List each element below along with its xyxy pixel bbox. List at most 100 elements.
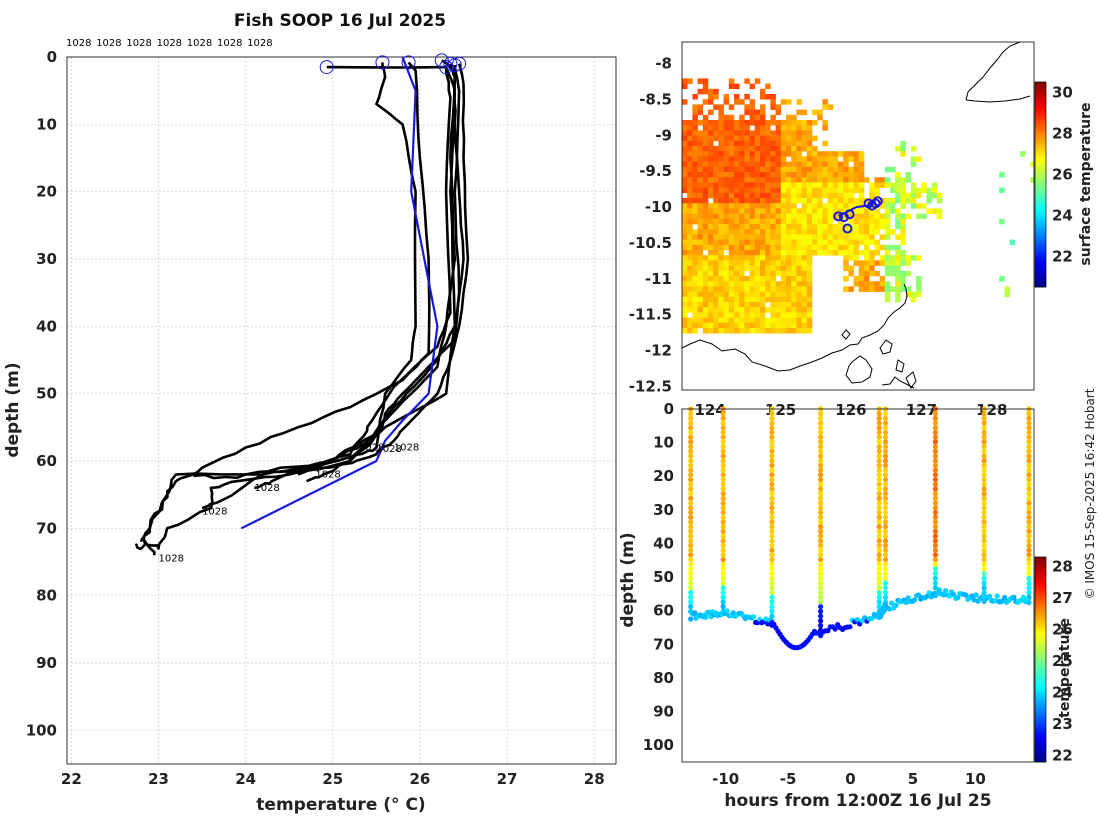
profile-x-tick-label: 25 bbox=[322, 770, 343, 788]
section-point bbox=[932, 528, 939, 535]
section-point bbox=[932, 448, 939, 454]
sst-cell bbox=[869, 218, 875, 225]
section-point bbox=[688, 599, 694, 605]
sst-cell bbox=[765, 120, 771, 126]
sst-cell bbox=[853, 229, 860, 235]
sst-cell bbox=[879, 281, 886, 287]
sst-cell bbox=[775, 255, 782, 261]
sst-cell bbox=[739, 328, 745, 334]
sst-cell bbox=[749, 307, 756, 313]
sst-cell bbox=[806, 135, 813, 142]
sst-cell bbox=[796, 276, 802, 282]
section-point bbox=[882, 411, 889, 417]
sst-cell bbox=[734, 250, 740, 256]
sst-cell bbox=[718, 130, 724, 136]
section-point bbox=[769, 547, 775, 553]
sst-cell bbox=[692, 146, 698, 152]
sst-cell bbox=[744, 286, 750, 292]
sst-cell bbox=[697, 109, 704, 116]
sst-cell bbox=[687, 135, 693, 142]
sst-cell bbox=[858, 187, 865, 194]
sst-cell bbox=[827, 239, 834, 246]
sst-cell bbox=[895, 265, 901, 272]
sst-cell bbox=[796, 135, 802, 142]
sst-cell bbox=[838, 239, 844, 246]
sst-cell bbox=[760, 260, 766, 266]
sst-cell bbox=[869, 255, 875, 261]
sst-cell bbox=[713, 296, 719, 303]
sst-cell bbox=[734, 125, 740, 131]
section-point bbox=[720, 585, 726, 591]
sst-cell bbox=[713, 135, 719, 142]
sst-cell bbox=[744, 78, 750, 84]
sst-cell bbox=[692, 281, 698, 287]
section-point bbox=[932, 486, 939, 492]
sst-cell bbox=[744, 135, 750, 142]
sst-cell bbox=[697, 192, 704, 199]
sst-cell bbox=[905, 255, 912, 261]
section-point bbox=[769, 420, 775, 426]
sst-cell bbox=[749, 104, 756, 110]
sst-cell bbox=[739, 182, 745, 188]
sst-cell bbox=[770, 120, 776, 126]
section-point bbox=[981, 552, 987, 558]
profile-x-tick-label: 24 bbox=[235, 770, 256, 788]
colorbar-segment bbox=[1035, 717, 1046, 722]
section-colorbar-tick-label: 28 bbox=[1052, 557, 1073, 575]
section-point bbox=[818, 604, 824, 610]
sst-cell bbox=[858, 286, 865, 292]
sst-cell bbox=[754, 156, 761, 162]
sst-cell bbox=[796, 208, 802, 214]
sst-cell bbox=[780, 99, 787, 105]
sst-cell bbox=[713, 224, 719, 230]
sst-cell bbox=[770, 224, 776, 230]
sst-cell bbox=[812, 172, 818, 178]
profile-end-label: 1028 bbox=[359, 443, 384, 454]
sst-cell bbox=[723, 281, 730, 287]
section-point bbox=[932, 495, 939, 501]
sst-cell bbox=[754, 322, 761, 329]
section-point bbox=[876, 505, 882, 511]
sst-cell bbox=[780, 120, 787, 126]
sst-cell bbox=[812, 208, 818, 214]
profile-start-marker bbox=[375, 55, 390, 70]
sst-cell bbox=[812, 198, 818, 204]
sst-cell bbox=[765, 286, 771, 292]
sst-cell bbox=[687, 307, 693, 313]
section-point bbox=[769, 477, 775, 483]
sst-cell bbox=[801, 130, 808, 136]
sst-cell bbox=[718, 109, 724, 116]
sst-cell bbox=[827, 224, 834, 230]
colorbar-segment bbox=[1035, 184, 1046, 189]
sst-cell bbox=[734, 140, 740, 147]
sst-cell bbox=[697, 244, 704, 251]
sst-cell bbox=[749, 276, 756, 282]
sst-cell bbox=[687, 265, 693, 272]
sst-cell bbox=[796, 140, 802, 147]
sst-cell bbox=[744, 104, 750, 110]
sst-cell bbox=[723, 255, 730, 261]
sst-cell bbox=[869, 250, 875, 256]
sst-cell bbox=[692, 130, 698, 136]
section-point bbox=[932, 491, 939, 497]
sst-cell bbox=[838, 234, 844, 240]
sst-cell bbox=[702, 114, 709, 121]
section-point bbox=[882, 491, 889, 497]
sst-cell bbox=[812, 203, 818, 209]
sst-cell bbox=[884, 291, 891, 298]
sst-cell bbox=[848, 203, 854, 209]
sst-cell bbox=[806, 312, 813, 318]
section-point bbox=[882, 561, 889, 567]
sst-cell bbox=[884, 177, 891, 183]
sst-cell bbox=[869, 192, 875, 199]
sst-cell bbox=[890, 198, 896, 204]
sst-cell bbox=[687, 161, 693, 168]
colorbar-segment bbox=[1035, 269, 1046, 274]
sst-cell bbox=[905, 177, 912, 183]
sst-cell bbox=[728, 135, 735, 142]
sst-cell bbox=[728, 312, 735, 318]
sst-cell bbox=[806, 218, 813, 225]
section-point bbox=[720, 429, 726, 436]
sst-cell bbox=[697, 317, 704, 324]
